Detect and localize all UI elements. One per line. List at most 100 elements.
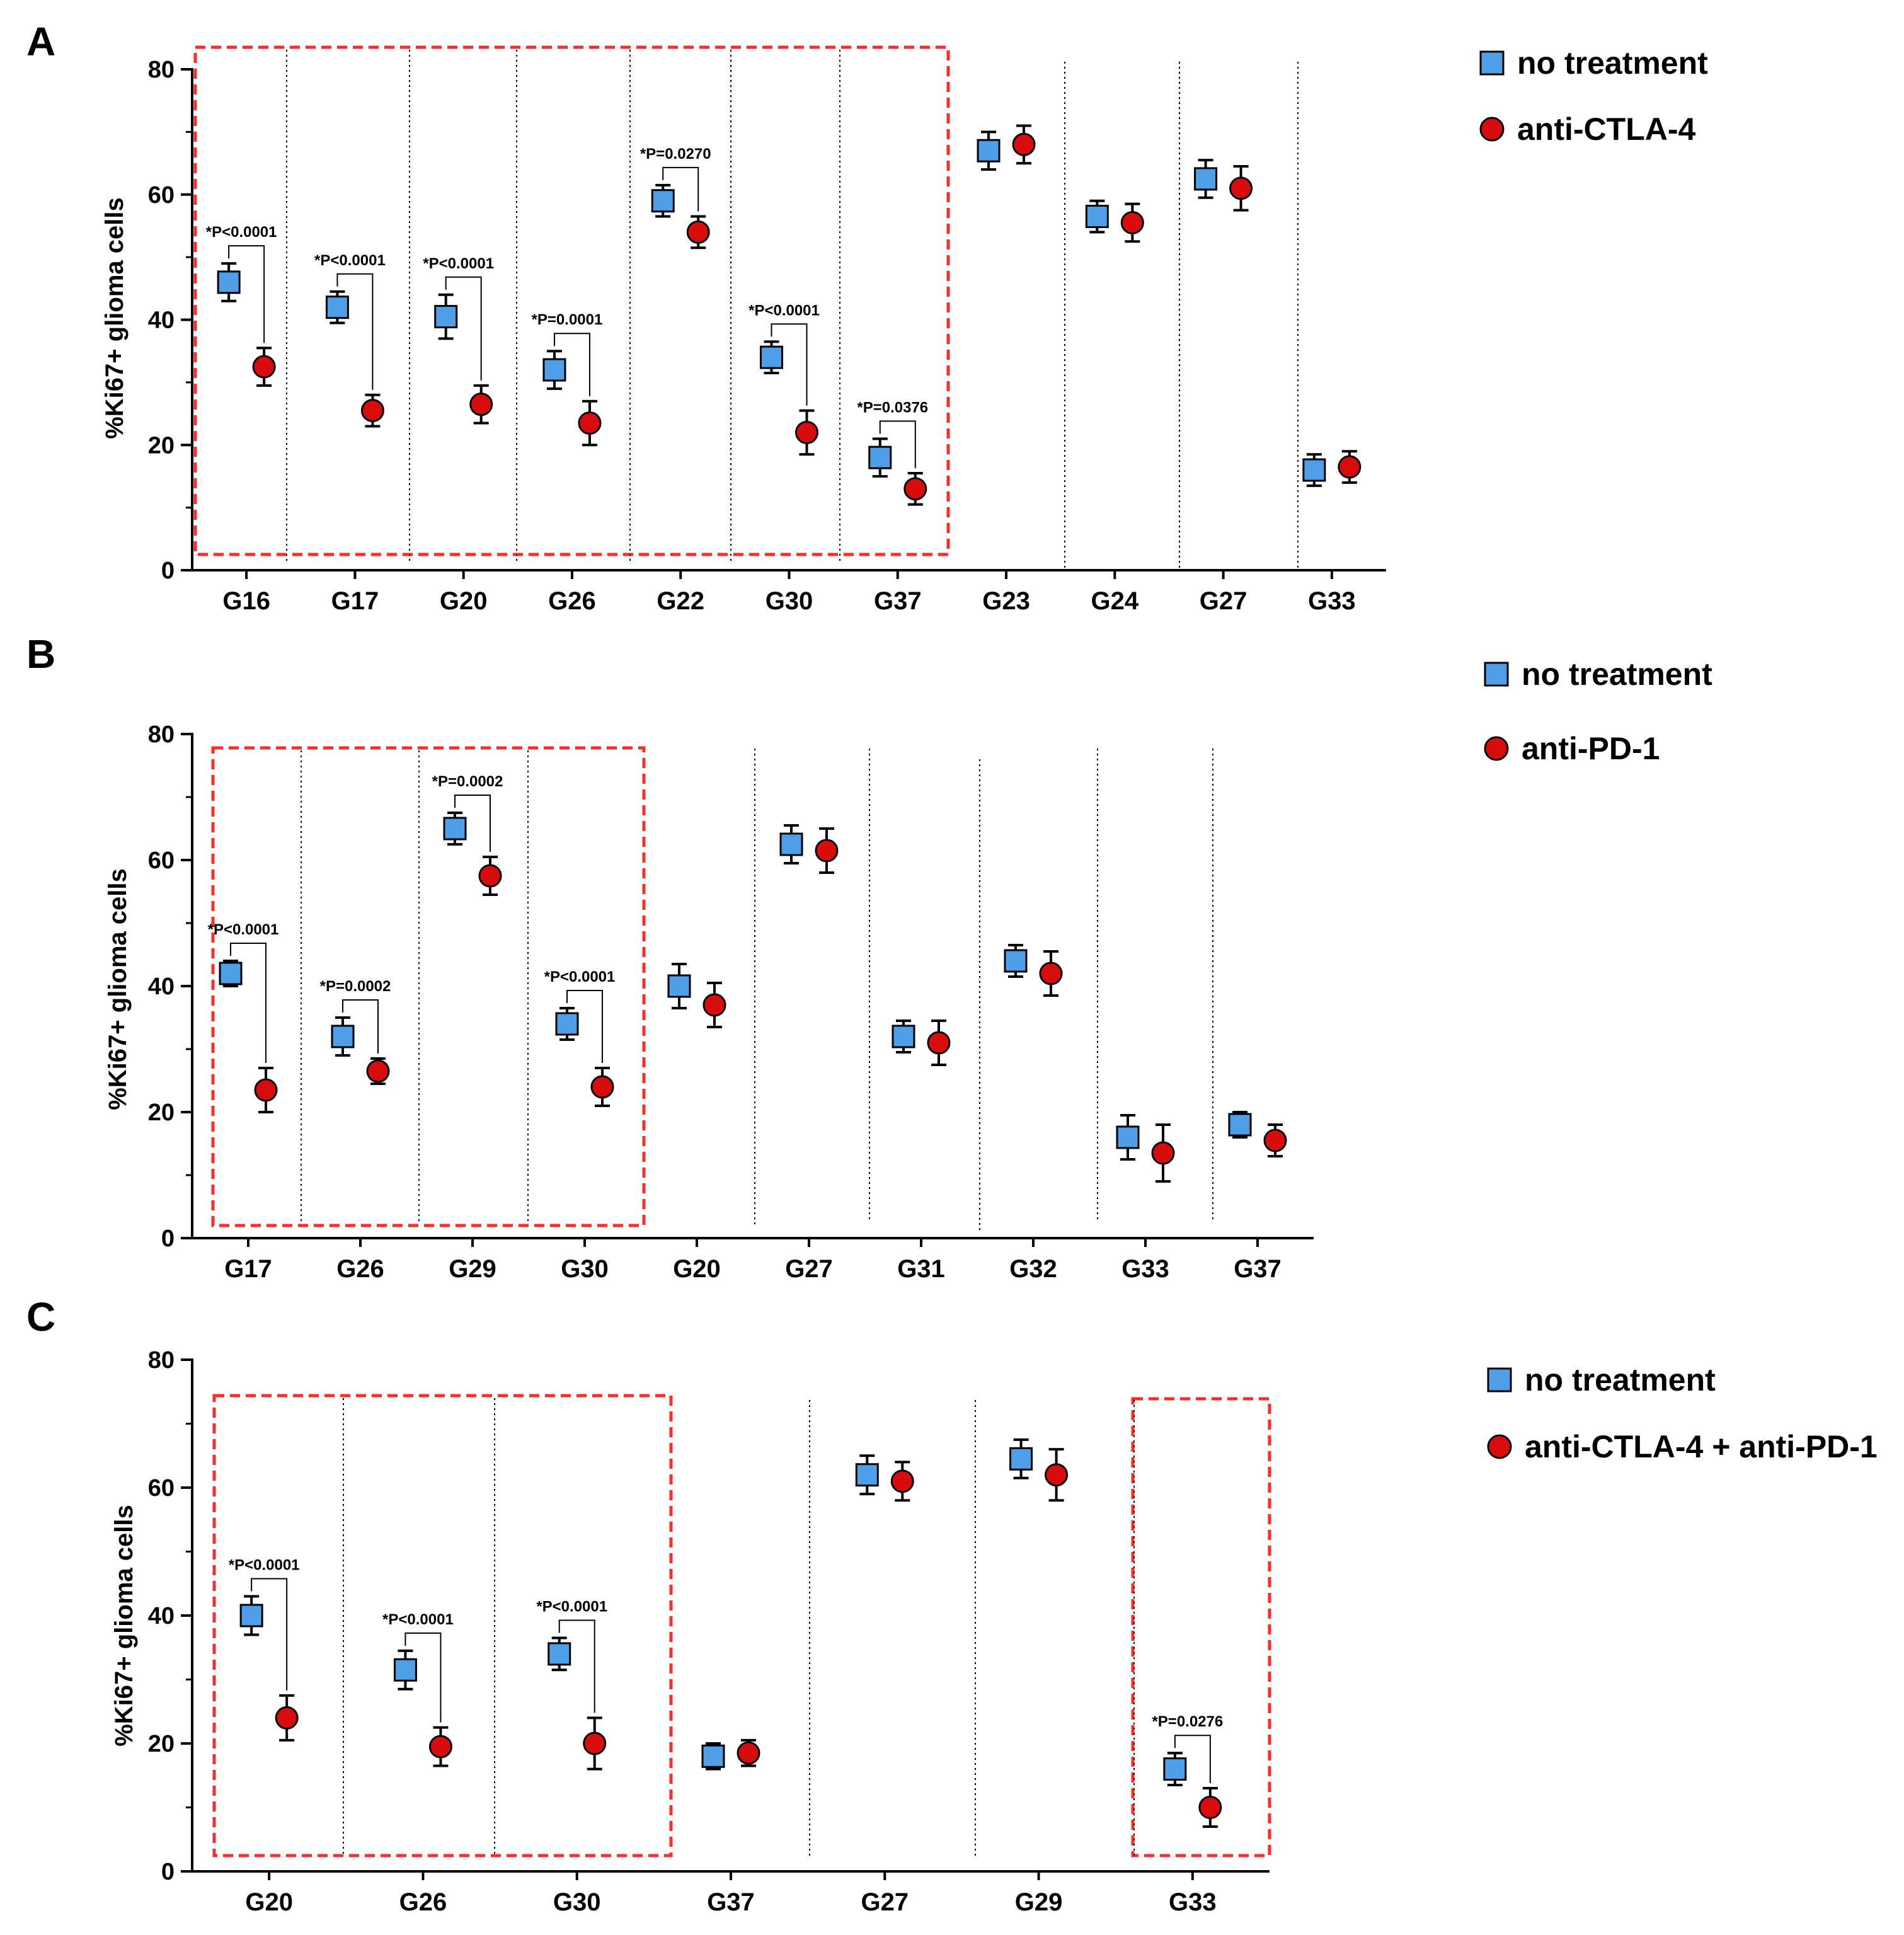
significance-bracket: *P<0.0001 — [382, 1611, 454, 1723]
data-point-square — [443, 817, 467, 841]
bracket-line — [230, 943, 267, 1063]
highlight-box — [212, 1394, 673, 1857]
y-axis-title: %Ki67+ glioma cells — [104, 868, 132, 1110]
data-point-square — [1194, 167, 1218, 191]
x-tick-label: G17 — [331, 587, 379, 615]
data-point-circle — [1151, 1141, 1175, 1165]
y-tick-label: 80 — [148, 1347, 175, 1374]
y-axis-title: %Ki67+ glioma cells — [110, 1505, 138, 1747]
square-marker-icon — [1479, 50, 1505, 76]
p-value-label: *P<0.0001 — [544, 968, 616, 985]
y-tick-label: 0 — [161, 1226, 175, 1252]
series-no-treatment — [219, 812, 1252, 1161]
significance-bracket: *P<0.0001 — [423, 255, 494, 381]
legend: no treatment anti-CTLA-4 + anti-PD-1 — [1487, 1362, 1878, 1464]
data-point-square — [868, 445, 892, 469]
series-treated — [275, 1448, 1222, 1828]
significance-bracket: *P<0.0001 — [748, 302, 820, 406]
bracket-line — [228, 245, 265, 343]
data-point-square — [548, 1642, 571, 1666]
y-tick-label: 20 — [148, 1100, 175, 1126]
y-tick-label: 60 — [148, 847, 175, 874]
significance-bracket: *P<0.0001 — [208, 921, 279, 1063]
legend-label: anti-CTLA-4 + anti-PD-1 — [1525, 1429, 1878, 1464]
data-point-circle — [590, 1075, 614, 1099]
significance-bracket: *P<0.0001 — [229, 1557, 300, 1691]
x-tick-label: G26 — [399, 1888, 447, 1916]
significance-bracket: *P<0.0001 — [544, 968, 616, 1063]
highlight-box — [193, 45, 950, 556]
data-point-square — [1004, 949, 1028, 973]
x-tick-label: G20 — [245, 1888, 293, 1916]
x-tick-label: G37 — [1234, 1255, 1282, 1283]
data-point-circle — [703, 993, 726, 1017]
data-point-circle — [428, 1735, 452, 1759]
legend: no treatment anti-CTLA-4 — [1479, 45, 1708, 147]
data-point-square — [239, 1604, 263, 1628]
x-tick-label: G37 — [707, 1888, 755, 1916]
p-value-label: *P=0.0002 — [320, 978, 391, 995]
data-point-circle — [275, 1706, 299, 1730]
bracket-line — [454, 795, 491, 852]
significance-bracket: *P=0.0376 — [857, 399, 928, 468]
data-point-square — [217, 270, 241, 294]
data-point-circle — [469, 393, 493, 416]
data-point-circle — [360, 399, 384, 423]
p-value-label: *P<0.0001 — [536, 1599, 607, 1616]
p-value-label: *P<0.0001 — [229, 1557, 300, 1574]
x-tick-label: G16 — [222, 587, 270, 615]
data-point-circle — [686, 220, 710, 244]
data-point-circle — [1039, 962, 1063, 985]
x-tick-label: G27 — [861, 1888, 909, 1916]
x-tick-label: G33 — [1169, 1888, 1217, 1916]
circle-marker-icon — [1479, 117, 1505, 142]
x-tick-label: G30 — [561, 1255, 609, 1283]
x-tick-label: G30 — [766, 587, 813, 615]
data-point-square — [855, 1463, 879, 1487]
data-point-circle — [252, 355, 276, 379]
x-tick-label: G26 — [548, 587, 596, 615]
bracket-line — [662, 166, 699, 212]
bracket-line — [879, 420, 916, 468]
data-point-square — [1228, 1113, 1252, 1137]
data-point-square — [1085, 205, 1109, 229]
data-point-square — [1009, 1447, 1033, 1471]
series-no-treatment — [239, 1438, 1187, 1786]
data-point-circle — [1120, 210, 1144, 234]
data-point-square — [892, 1025, 915, 1048]
axes: 0 20 40 60 80 %Ki67+ glioma cells G17 G26 G29 G30… — [104, 721, 1314, 1283]
p-value-label: *P<0.0001 — [423, 255, 494, 272]
bracket-line — [553, 333, 590, 396]
x-tick-label: G29 — [1015, 1888, 1063, 1916]
data-point-square — [701, 1744, 725, 1768]
p-value-label: *P<0.0001 — [382, 1611, 454, 1628]
panel-letter: B — [26, 631, 55, 677]
data-point-square — [779, 832, 803, 856]
y-tick-label: 0 — [161, 1859, 175, 1885]
x-tick-label: G31 — [897, 1255, 945, 1283]
p-value-label: *P<0.0001 — [208, 921, 279, 938]
data-point-square — [760, 345, 783, 369]
y-tick-label: 40 — [148, 1603, 175, 1629]
data-point-square — [219, 962, 243, 985]
square-marker-icon — [1487, 1367, 1512, 1392]
data-point-circle — [903, 477, 927, 501]
data-point-square — [1302, 458, 1326, 482]
series-no-treatment — [217, 130, 1326, 487]
y-tick-label: 60 — [148, 1475, 175, 1501]
bracket-line — [251, 1578, 288, 1691]
data-point-circle — [890, 1469, 914, 1493]
data-point-circle — [927, 1031, 951, 1055]
panel-letter: C — [26, 1294, 55, 1340]
data-point-square — [555, 1012, 579, 1036]
x-tick-label: G20 — [440, 587, 488, 615]
circle-marker-icon — [1484, 736, 1509, 761]
bracket-line — [336, 273, 374, 390]
y-tick-label: 40 — [148, 973, 175, 1000]
p-value-label: *P=0.0276 — [1152, 1713, 1223, 1730]
data-point-square — [331, 1025, 355, 1048]
bracket-line — [1174, 1735, 1211, 1784]
significance-bracket: *P<0.0001 — [206, 224, 277, 343]
circle-marker-icon — [1487, 1434, 1512, 1459]
legend: no treatment anti-PD-1 — [1484, 657, 1712, 766]
